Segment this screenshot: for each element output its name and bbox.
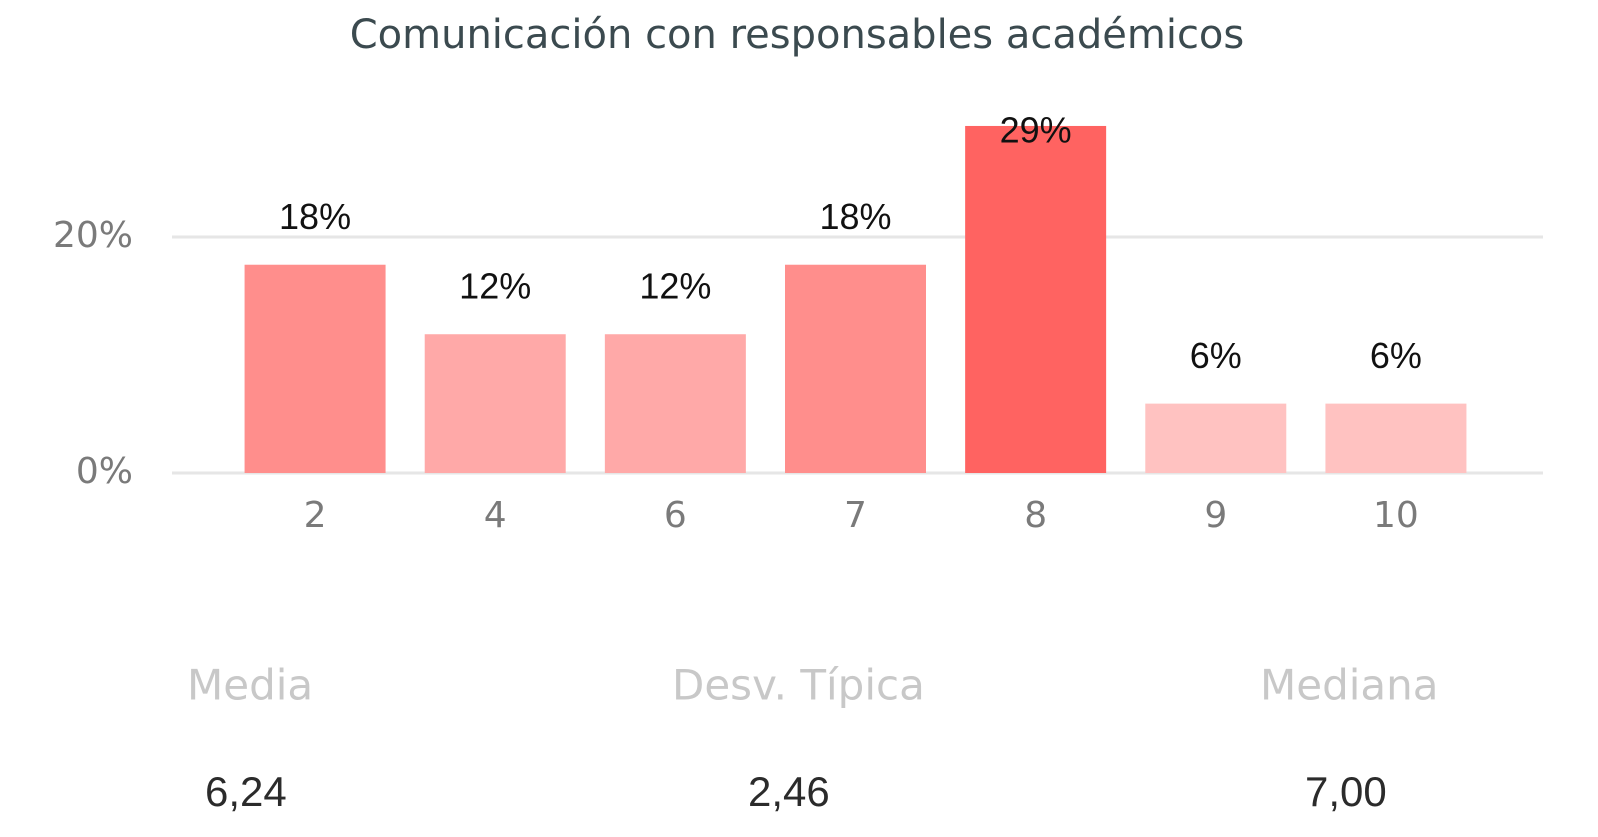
x-tick-label: 2 <box>304 495 327 536</box>
data-label: 18% <box>819 196 891 237</box>
x-tick-label: 8 <box>1024 495 1047 536</box>
x-tick-label: 7 <box>844 495 867 536</box>
x-tick-label: 10 <box>1373 495 1419 536</box>
stat-label: Media <box>187 661 313 710</box>
bar <box>965 125 1107 473</box>
x-tick-label: 4 <box>484 495 507 536</box>
data-label: 12% <box>459 266 531 307</box>
bar <box>424 334 566 473</box>
stat-value: 7,00 <box>1305 768 1387 815</box>
stat-value: 2,46 <box>748 768 830 815</box>
y-tick-label: 0% <box>76 451 133 492</box>
bar <box>1145 403 1287 473</box>
data-label: 18% <box>279 196 351 237</box>
y-tick-label: 20% <box>53 215 133 256</box>
stat-label: Desv. Típica <box>672 661 925 710</box>
bar <box>244 264 386 473</box>
stat-label: Mediana <box>1260 661 1439 710</box>
data-label: 29% <box>1000 110 1072 151</box>
stat-value: 6,24 <box>205 768 287 815</box>
data-label: 6% <box>1370 335 1422 376</box>
bar <box>1325 403 1467 473</box>
data-label: 6% <box>1190 335 1242 376</box>
x-tick-label: 6 <box>664 495 687 536</box>
bar <box>604 334 746 473</box>
bar <box>785 264 926 473</box>
data-label: 12% <box>639 266 711 307</box>
x-tick-label: 9 <box>1204 495 1227 536</box>
chart-title: Comunicación con responsables académicos <box>350 12 1245 58</box>
